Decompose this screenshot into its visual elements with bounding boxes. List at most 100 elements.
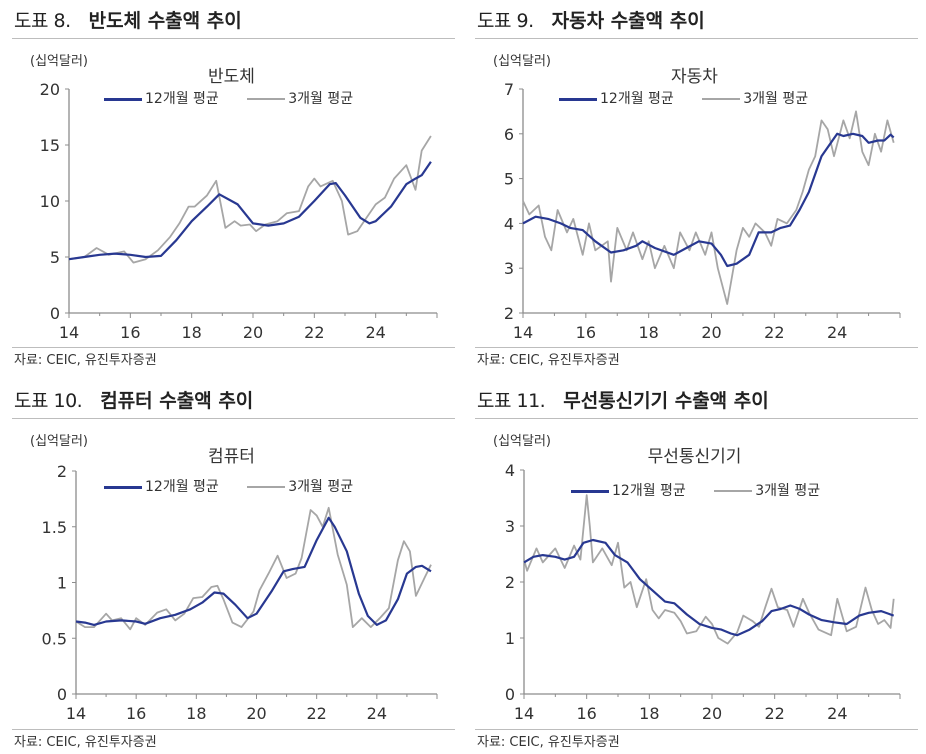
y-tick-label: 4: [504, 214, 514, 233]
legend-swatch: [559, 97, 597, 101]
series-line-3m-avg: [75, 506, 432, 631]
x-tick-label: 18: [638, 323, 658, 342]
header-divider: [12, 418, 455, 419]
legend-label: 12개월 평균: [145, 91, 219, 107]
x-tick-label: 18: [186, 704, 206, 723]
legend-item-3m: 3개월 평균: [247, 91, 353, 107]
chart-panel-wireless: 도표 11. 무선통신기기 수출액 추이 (십억달러) 무선통신기기 12개월 평…: [463, 380, 926, 754]
figure-title: 반도체 수출액 추이: [88, 10, 242, 32]
legend-item-12m: 12개월 평균: [104, 479, 219, 495]
header-divider: [475, 38, 918, 39]
legend-swatch: [714, 490, 753, 492]
y-tick-label: 10: [40, 192, 60, 211]
x-tick-label: 18: [639, 704, 659, 723]
footer-divider: [12, 347, 455, 348]
figure-number: 도표 11.: [477, 390, 546, 412]
figure-heading: 도표 9. 자동차 수출액 추이: [477, 6, 705, 33]
figure-title: 자동차 수출액 추이: [551, 10, 705, 32]
y-tick-label: 7: [504, 80, 514, 99]
y-tick-label: 0: [50, 304, 60, 323]
series-line-12m-avg: [523, 538, 895, 637]
legend-label: 3개월 평균: [743, 91, 809, 107]
x-tick-label: 22: [764, 323, 784, 342]
y-tick-label: 2: [505, 573, 515, 592]
chart-plot: 0 1 2 3 4 14 16 18 20 22 24: [505, 461, 901, 723]
y-unit-label: (십억달러): [493, 54, 551, 69]
legend: 12개월 평균 3개월 평균: [104, 88, 377, 108]
legend-swatch: [247, 486, 286, 488]
figure-heading: 도표 11. 무선통신기기 수출액 추이: [477, 386, 769, 413]
x-tick-label: 24: [365, 323, 385, 342]
figure-title: 컴퓨터 수출액 추이: [100, 390, 254, 412]
legend-item-12m: 12개월 평균: [104, 91, 219, 107]
y-tick-label: 1: [57, 574, 67, 593]
series-line-12m-avg: [68, 161, 432, 261]
legend-item-3m: 3개월 평균: [702, 91, 808, 107]
y-tick-label: 15: [40, 136, 60, 155]
x-tick-label: 22: [306, 704, 326, 723]
x-tick-label: 16: [120, 323, 140, 342]
source-note: 자료: CEIC, 유진투자증권: [14, 353, 157, 368]
y-tick-label: 1: [505, 629, 515, 648]
legend: 12개월 평균 3개월 평균: [571, 480, 844, 500]
chart-panel-computer: 도표 10. 컴퓨터 수출액 추이 (십억달러) 컴퓨터 12개월 평균 3개월 …: [0, 380, 463, 754]
y-tick-label: 2: [57, 462, 67, 481]
footer-divider: [12, 729, 455, 730]
legend-swatch: [104, 97, 142, 101]
x-tick-label: 20: [246, 704, 266, 723]
chart-panel-automobile: 도표 9. 자동차 수출액 추이 (십억달러) 자동차 12개월 평균 3개월 평…: [463, 0, 926, 374]
y-tick-label: 3: [505, 517, 515, 536]
chart-title: 자동차: [671, 67, 718, 87]
figure-number: 도표 9.: [477, 10, 534, 32]
header-divider: [475, 418, 918, 419]
chart-plot: 0 5 10 15 20 14 16 18 20 22 24: [40, 80, 438, 342]
legend-label: 12개월 평균: [145, 479, 219, 495]
y-tick-label: 20: [40, 80, 60, 99]
chart-title: 무선통신기기: [647, 447, 742, 467]
legend-item-3m: 3개월 평균: [714, 483, 820, 499]
x-tick-label: 24: [827, 323, 847, 342]
series-line-3m-avg: [68, 135, 432, 264]
source-note: 자료: CEIC, 유진투자증권: [477, 353, 620, 368]
y-tick-label: 0.5: [42, 629, 67, 648]
legend-label: 3개월 평균: [288, 479, 354, 495]
footer-divider: [475, 729, 918, 730]
y-tick-label: 5: [504, 170, 514, 189]
chart-plot: 2 3 4 5 6 7 14 16 18 20 22 24: [504, 80, 901, 342]
header-divider: [12, 38, 455, 39]
series-line-3m-avg: [522, 110, 895, 305]
source-note: 자료: CEIC, 유진투자증권: [14, 735, 157, 750]
x-tick-label: 20: [702, 704, 722, 723]
x-tick-label: 16: [576, 323, 596, 342]
legend-label: 3개월 평균: [755, 483, 821, 499]
legend-item-3m: 3개월 평균: [247, 479, 353, 495]
figure-title: 무선통신기기 수출액 추이: [563, 390, 769, 412]
legend: 12개월 평균 3개월 평균: [559, 88, 832, 108]
legend-swatch: [571, 489, 609, 493]
legend: 12개월 평균 3개월 평균: [104, 476, 377, 496]
series-line-3m-avg: [523, 494, 895, 645]
y-tick-label: 0: [505, 685, 515, 704]
legend-swatch: [702, 98, 741, 100]
legend-item-12m: 12개월 평균: [571, 483, 686, 499]
legend-swatch: [247, 98, 286, 100]
x-tick-label: 20: [243, 323, 263, 342]
x-tick-label: 18: [181, 323, 201, 342]
y-tick-label: 3: [504, 259, 514, 278]
x-tick-label: 16: [126, 704, 146, 723]
figure-number: 도표 10.: [14, 390, 83, 412]
y-tick-label: 4: [505, 461, 515, 480]
x-tick-label: 20: [701, 323, 721, 342]
legend-item-12m: 12개월 평균: [559, 91, 674, 107]
y-unit-label: (십억달러): [493, 434, 551, 449]
x-tick-label: 24: [367, 704, 387, 723]
y-unit-label: (십억달러): [30, 54, 88, 69]
x-tick-label: 22: [764, 704, 784, 723]
legend-label: 12개월 평균: [612, 483, 686, 499]
figure-heading: 도표 10. 컴퓨터 수출액 추이: [14, 386, 253, 413]
chart-panel-semiconductor: 도표 8. 반도체 수출액 추이 (십억달러) 반도체 12개월 평균 3개월 평…: [0, 0, 463, 374]
legend-label: 3개월 평균: [288, 91, 354, 107]
figure-number: 도표 8.: [14, 10, 71, 32]
x-tick-label: 14: [514, 704, 534, 723]
